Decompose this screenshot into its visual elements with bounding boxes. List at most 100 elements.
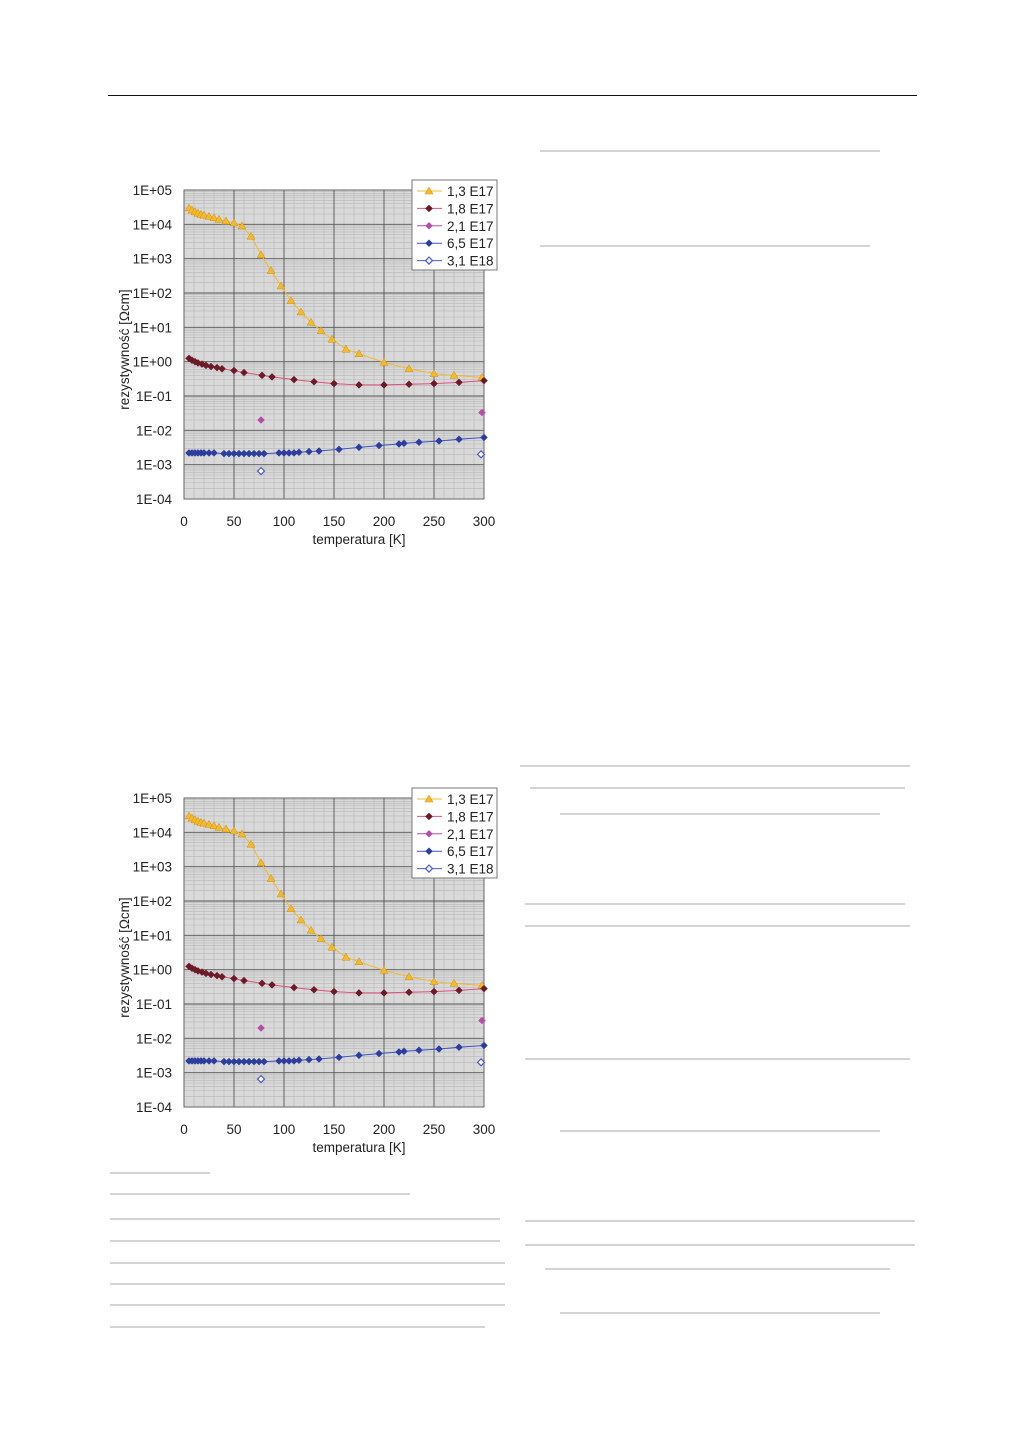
x-tick-label: 300 [473, 1122, 496, 1137]
legend-label: 2,1 E17 [447, 219, 494, 234]
series-1 [185, 354, 488, 389]
data-point [449, 978, 459, 987]
legend-label: 1,3 E17 [447, 792, 494, 807]
data-point [327, 334, 337, 343]
y-tick-label: 1E+04 [133, 217, 173, 232]
data-point [435, 1045, 443, 1053]
legend-label: 3,1 E18 [447, 254, 494, 269]
data-point [207, 362, 215, 371]
data-point [286, 904, 296, 912]
x-tick-label: 100 [273, 514, 296, 529]
data-point [276, 889, 286, 898]
data-point [354, 349, 364, 358]
data-point [229, 218, 239, 227]
legend-marker [425, 829, 433, 838]
data-point [316, 934, 326, 942]
data-point [268, 373, 276, 381]
data-point [229, 826, 239, 835]
data-point [258, 979, 266, 988]
data-point [210, 1057, 218, 1065]
series-0 [184, 203, 487, 381]
data-point [296, 915, 306, 924]
x-tick-label: 150 [323, 1122, 346, 1137]
legend-marker [424, 186, 434, 195]
data-point [355, 443, 363, 452]
x-tick-label: 250 [423, 514, 446, 529]
data-point [330, 987, 338, 996]
data-point [207, 970, 215, 979]
y-tick-label: 1E-02 [136, 423, 172, 438]
data-point [286, 296, 296, 304]
data-point [400, 439, 408, 448]
y-tick-label: 1E-02 [136, 1031, 172, 1046]
y-axis-title: rezystywność [Ωcm] [117, 897, 132, 1017]
legend-label: 1,3 E17 [447, 184, 494, 199]
legend-label: 1,8 E17 [447, 809, 494, 824]
plot-border [183, 797, 485, 1108]
y-tick-label: 1E-01 [136, 389, 172, 404]
legend-label: 2,1 E17 [447, 827, 494, 842]
legend: 1,3 E17 1,8 E17 2,1 E17 6,5 E17 3,1 E18 [411, 787, 498, 879]
x-tick-label: 300 [473, 514, 496, 529]
data-point [237, 221, 247, 230]
x-tick-label: 150 [323, 514, 346, 529]
y-tick-label: 1E+02 [133, 286, 172, 301]
data-point [295, 1056, 303, 1065]
data-point [480, 376, 488, 385]
data-point [310, 377, 318, 386]
data-point [256, 858, 266, 867]
data-point [478, 1016, 486, 1025]
series-4 [256, 1057, 486, 1084]
data-point [405, 380, 413, 389]
legend-label: 6,5 E17 [447, 236, 494, 251]
y-tick-label: 1E-04 [136, 492, 173, 507]
y-tick-label: 1E-03 [136, 458, 172, 473]
series-0 [184, 811, 487, 989]
x-tick-label: 250 [423, 1122, 446, 1137]
legend-marker [425, 239, 433, 248]
data-point [455, 986, 463, 995]
y-tick-label: 1E+00 [133, 963, 172, 978]
data-point [375, 441, 383, 450]
data-point [429, 369, 439, 377]
data-point [455, 378, 463, 387]
data-point [240, 368, 248, 377]
data-point [218, 364, 226, 373]
y-tick-label: 1E+01 [133, 320, 172, 335]
data-point [230, 366, 238, 375]
data-point [380, 989, 388, 997]
data-point [296, 307, 306, 316]
series-1 [185, 962, 488, 997]
resistivity-chart-1: 1E+05 1E+04 1E+03 1E+02 1E+01 1E+00 1E-01 1E-02… [100, 170, 520, 550]
data-point [266, 874, 276, 882]
y-tick-label: 1E-04 [136, 1100, 173, 1115]
data-point [214, 822, 224, 831]
data-point [315, 1055, 323, 1063]
data-point [199, 210, 209, 219]
data-point [430, 987, 438, 996]
data-point [306, 925, 316, 934]
y-tick-label: 1E+02 [133, 894, 172, 909]
data-point [405, 988, 413, 997]
data-point [404, 364, 414, 373]
data-point [258, 371, 266, 380]
data-point [478, 408, 486, 417]
legend-marker [425, 204, 433, 213]
y-tick-label: 1E-01 [136, 997, 172, 1012]
data-point [415, 438, 423, 447]
data-point [480, 433, 488, 442]
x-tick-label: 50 [226, 514, 241, 529]
data-point [335, 445, 343, 454]
data-point [209, 821, 219, 830]
data-point [354, 957, 364, 966]
data-point [204, 211, 214, 220]
y-tick-label: 1E+00 [133, 355, 172, 370]
data-point [380, 381, 388, 389]
data-point [480, 984, 488, 993]
data-point [476, 449, 486, 459]
data-point [306, 317, 316, 326]
data-point [379, 357, 389, 366]
legend: 1,3 E17 1,8 E17 2,1 E17 6,5 E17 3,1 E18 [411, 179, 498, 271]
data-point [355, 1051, 363, 1060]
data-point [268, 981, 276, 989]
